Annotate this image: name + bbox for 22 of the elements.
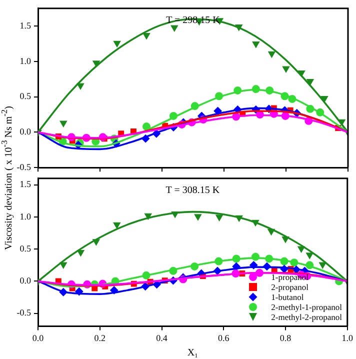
x-tick-label: 0.8 (280, 332, 292, 343)
x-tick-label: 0.2 (94, 332, 106, 343)
x-tick-label: 0.0 (32, 332, 44, 343)
legend-label: 2-propanol (271, 282, 308, 292)
x-tick-label: 0.6 (218, 332, 230, 343)
y-tick-label: 0.0 (20, 126, 32, 137)
x-tick-label: 1.0 (342, 332, 354, 343)
y-tick-label: 0.0 (20, 276, 32, 286)
y-tick-label: 1.0 (20, 211, 32, 222)
legend-label: 2-methyl-2-propanol (271, 312, 342, 322)
y-tick-label: 1.5 (20, 179, 32, 190)
x-tick-label: 0.4 (156, 332, 168, 343)
x-axis-title: X₁ (187, 348, 198, 359)
legend-label: 2-methyl-1-propanol (271, 302, 342, 312)
y-tick-label: -0.5 (16, 308, 32, 318)
y-tick-label: 1.5 (20, 20, 32, 30)
annotation: T = 308.15 K (166, 185, 220, 196)
y-tick-label: 0.5 (20, 243, 32, 254)
y-tick-label: 1.0 (20, 56, 32, 66)
legend-label: 1-butanol (271, 292, 304, 302)
y-tick-label: 0.5 (20, 91, 32, 102)
y-tick-label: -0.5 (16, 162, 32, 172)
